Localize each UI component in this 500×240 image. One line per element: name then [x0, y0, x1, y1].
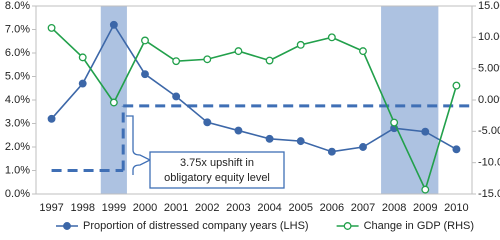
x-tick-label: 1998 [70, 202, 94, 214]
x-tick-label: 2003 [226, 202, 250, 214]
x-tick-label: 2007 [351, 202, 375, 214]
data-point [172, 92, 181, 101]
series-line [51, 27, 458, 192]
data-point [234, 126, 243, 135]
data-point [327, 33, 336, 42]
annotation-text: 3.75x upshift in [180, 157, 254, 169]
data-point [359, 47, 367, 56]
data-point [203, 118, 212, 127]
data-point [296, 137, 305, 146]
data-point [203, 55, 212, 64]
y-tick-label: 5.0% [5, 70, 30, 82]
bracket [126, 115, 152, 175]
y-tick-label: 3.0% [5, 117, 30, 129]
legend-marker [63, 222, 71, 230]
y-tick-label: 7.0% [5, 23, 30, 35]
data-point [47, 114, 56, 123]
y2-tick-label: 15.00% [478, 0, 500, 12]
data-point [234, 47, 243, 56]
data-point [265, 134, 274, 143]
series-line [50, 23, 457, 153]
y2-tick-label: -5.00% [478, 125, 500, 137]
data-point [265, 56, 274, 65]
annotation-text: obligatory equity level [164, 172, 270, 184]
y-tick-label: 8.0% [5, 0, 30, 12]
y-tick-label: 6.0% [5, 47, 30, 59]
data-point [172, 57, 181, 66]
legend-label: Change in GDP (RHS) [364, 220, 474, 232]
series [47, 20, 461, 194]
x-tick-label: 2005 [288, 202, 312, 214]
y2-tick-label: -10.00% [478, 157, 500, 169]
y2-tick-label: -15.00% [478, 188, 500, 200]
data-point [452, 145, 461, 154]
data-point [327, 147, 336, 156]
legend-label: Proportion of distressed company years (… [83, 220, 309, 232]
y2-tick-label: 5.00% [478, 63, 500, 75]
x-tick-label: 2001 [164, 202, 188, 214]
x-tick-label: 1999 [102, 202, 126, 214]
y2-tick-label: 10.00% [478, 31, 500, 43]
data-point [421, 185, 430, 194]
x-tick-label: 2010 [444, 202, 468, 214]
x-tick-label: 2000 [133, 202, 157, 214]
legend-marker [343, 222, 352, 230]
data-point [141, 36, 149, 45]
chart: 0.0% 1.0% 2.0% 3.0% 4.0% 5.0% 6.0% 7.0% 8.0% -15.… [5, 0, 500, 232]
x-tick-label: 2008 [382, 202, 406, 214]
x-tick-label: 2009 [413, 202, 437, 214]
data-point [452, 81, 461, 90]
data-point [47, 23, 56, 32]
x-tick-label: 2006 [320, 202, 344, 214]
recession-band [381, 6, 439, 194]
data-point [390, 118, 399, 127]
annotation-box [149, 151, 285, 189]
data-point [296, 40, 305, 49]
y-tick-label: 0.0% [5, 188, 30, 200]
axes: 0.0% 1.0% 2.0% 3.0% 4.0% 5.0% 6.0% 7.0% 8.0% -15.… [5, 0, 500, 214]
data-point [78, 79, 87, 88]
y-tick-label: 2.0% [5, 141, 30, 153]
data-point [141, 70, 149, 79]
data-point [421, 127, 430, 136]
x-tick-label: 2004 [257, 202, 281, 214]
reference-lines [51, 104, 472, 172]
x-tick-label: 1997 [39, 202, 63, 214]
data-point [78, 53, 87, 62]
data-point [109, 20, 118, 29]
data-point [359, 143, 367, 151]
legend: Proportion of distressed company years (… [56, 220, 474, 232]
y2-tick-label: 0.00% [478, 94, 500, 106]
data-point [109, 98, 118, 107]
y-tick-label: 4.0% [5, 94, 30, 106]
y-tick-label: 1.0% [5, 164, 30, 176]
x-tick-label: 2002 [195, 202, 219, 214]
